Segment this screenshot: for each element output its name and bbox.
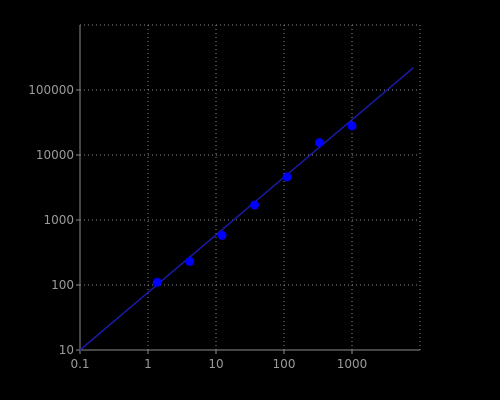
x-tick-label: 0.1 bbox=[70, 357, 89, 371]
tick-labels: 0.1 1 10 100 1000 10 100 1000 10000 100000 bbox=[28, 83, 367, 371]
x-tick-label: 1000 bbox=[337, 357, 368, 371]
y-tick-label: 10000 bbox=[36, 148, 74, 162]
fit-line bbox=[79, 67, 414, 351]
data-point bbox=[217, 230, 227, 240]
data-point bbox=[315, 138, 325, 148]
y-tick-label: 100000 bbox=[28, 83, 74, 97]
y-tick-label: 1000 bbox=[43, 213, 74, 227]
data-series bbox=[79, 67, 414, 351]
data-point bbox=[347, 121, 357, 131]
x-tick-label: 10 bbox=[208, 357, 223, 371]
y-tick-label: 10 bbox=[59, 343, 74, 357]
y-tick-label: 100 bbox=[51, 278, 74, 292]
data-point bbox=[282, 172, 292, 182]
x-tick-label: 100 bbox=[273, 357, 296, 371]
data-point bbox=[185, 256, 195, 266]
grid bbox=[80, 24, 421, 350]
data-point bbox=[250, 200, 260, 210]
axes bbox=[76, 25, 420, 354]
x-tick-label: 1 bbox=[144, 357, 152, 371]
data-point bbox=[152, 277, 162, 287]
